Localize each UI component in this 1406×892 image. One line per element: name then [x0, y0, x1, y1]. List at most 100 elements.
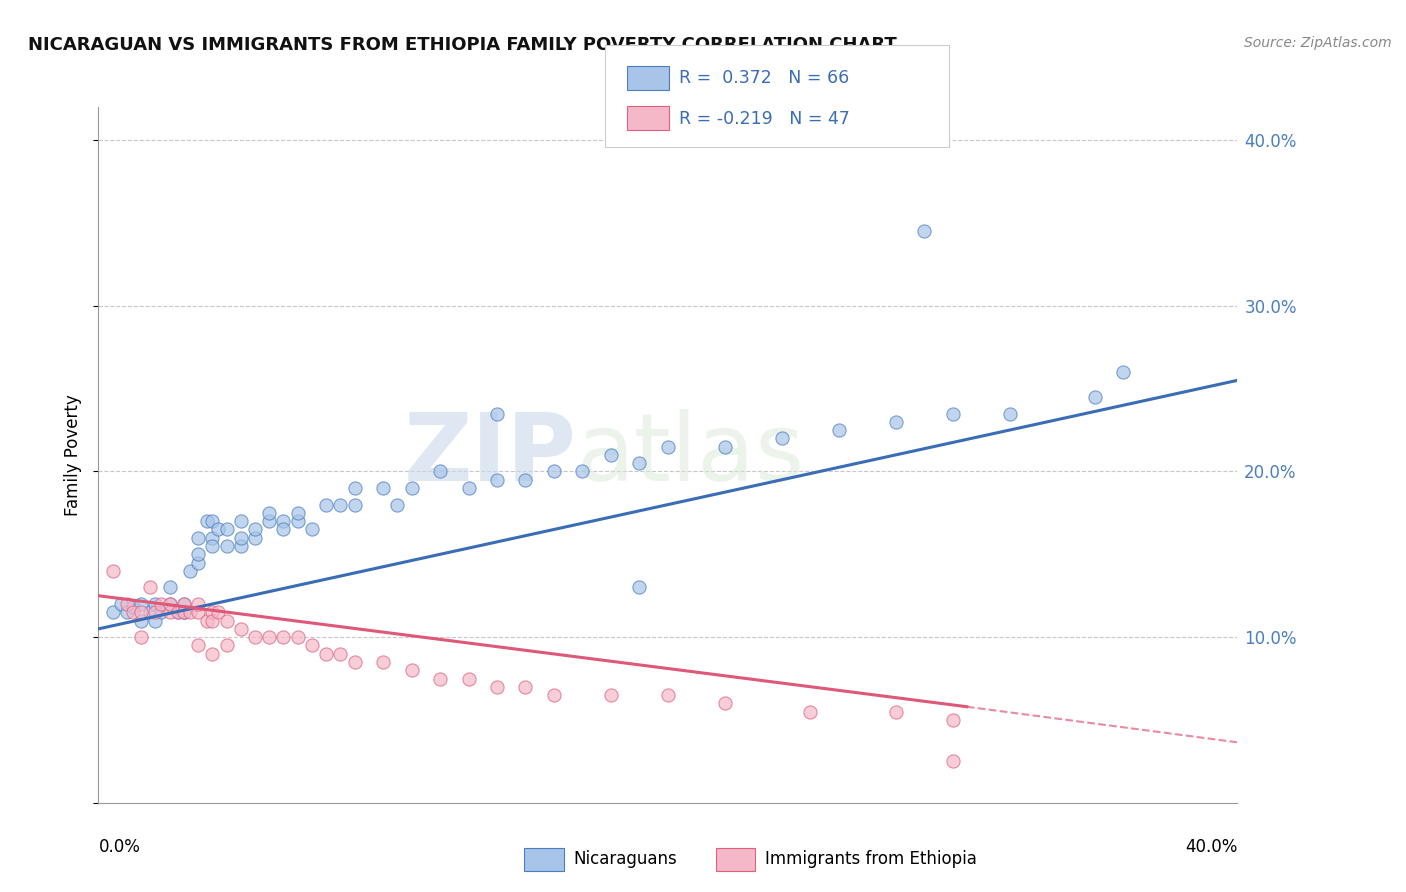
Point [187, 597, 209, 611]
Point [486, 680, 509, 694]
Point [273, 523, 295, 537]
Point [195, 514, 218, 528]
Point [301, 639, 323, 653]
Point [173, 605, 195, 619]
Point [229, 514, 252, 528]
Point [515, 680, 537, 694]
Point [884, 415, 907, 429]
Point [373, 655, 395, 669]
Text: 40.0%: 40.0% [1185, 838, 1237, 855]
Point [543, 465, 565, 479]
Point [259, 630, 281, 644]
Point [600, 448, 623, 462]
Text: 0.0%: 0.0% [98, 838, 141, 855]
Point [159, 581, 181, 595]
Point [315, 498, 337, 512]
Point [187, 547, 209, 561]
Point [101, 564, 124, 578]
Point [243, 630, 266, 644]
Point [329, 647, 352, 661]
Point [159, 597, 181, 611]
Point [229, 531, 252, 545]
Point [714, 440, 737, 454]
Point [343, 498, 366, 512]
Point [201, 531, 224, 545]
Point [215, 523, 238, 537]
Point [187, 556, 209, 570]
Point [215, 639, 238, 653]
Text: Nicaraguans: Nicaraguans [574, 850, 678, 868]
Point [387, 498, 409, 512]
Point [884, 705, 907, 719]
Point [129, 630, 152, 644]
Point [429, 465, 451, 479]
Point [998, 407, 1021, 421]
Point [167, 605, 190, 619]
Point [201, 605, 224, 619]
Point [187, 531, 209, 545]
Text: ZIP: ZIP [404, 409, 576, 501]
Point [287, 514, 309, 528]
Point [259, 506, 281, 520]
Point [201, 614, 224, 628]
Point [287, 506, 309, 520]
Point [543, 688, 565, 702]
Point [159, 597, 181, 611]
Point [145, 605, 167, 619]
Point [229, 539, 252, 553]
Point [770, 431, 793, 445]
Point [657, 440, 679, 454]
Point [159, 605, 181, 619]
Point [129, 597, 152, 611]
Point [121, 605, 143, 619]
Point [129, 605, 152, 619]
Point [628, 581, 651, 595]
Point [215, 614, 238, 628]
Point [138, 605, 160, 619]
Point [150, 597, 173, 611]
Point [215, 539, 238, 553]
Point [273, 630, 295, 644]
Point [657, 688, 679, 702]
Y-axis label: Family Poverty: Family Poverty [65, 394, 83, 516]
Point [229, 622, 252, 636]
Point [101, 605, 124, 619]
Point [201, 539, 224, 553]
Point [329, 498, 352, 512]
Point [600, 688, 623, 702]
Point [150, 605, 173, 619]
Point [942, 407, 965, 421]
Point [457, 481, 479, 495]
Point [243, 531, 266, 545]
Point [912, 224, 935, 238]
Point [173, 605, 195, 619]
Point [942, 755, 965, 769]
Point [138, 581, 160, 595]
Point [828, 423, 851, 437]
Text: atlas: atlas [576, 409, 806, 501]
Point [287, 630, 309, 644]
Point [121, 600, 143, 615]
Point [273, 514, 295, 528]
Point [343, 481, 366, 495]
Point [429, 672, 451, 686]
Text: NICARAGUAN VS IMMIGRANTS FROM ETHIOPIA FAMILY POVERTY CORRELATION CHART: NICARAGUAN VS IMMIGRANTS FROM ETHIOPIA F… [28, 36, 897, 54]
Point [173, 597, 195, 611]
Point [201, 647, 224, 661]
Point [571, 465, 593, 479]
Text: Immigrants from Ethiopia: Immigrants from Ethiopia [765, 850, 977, 868]
Point [401, 481, 423, 495]
Point [207, 605, 229, 619]
Point [799, 705, 821, 719]
Point [167, 605, 190, 619]
Point [110, 597, 132, 611]
Text: R = -0.219   N = 47: R = -0.219 N = 47 [679, 110, 851, 128]
Point [942, 713, 965, 727]
Point [187, 605, 209, 619]
Point [315, 647, 337, 661]
Point [207, 523, 229, 537]
Point [201, 514, 224, 528]
Point [195, 614, 218, 628]
Point [129, 614, 152, 628]
Point [457, 672, 479, 686]
